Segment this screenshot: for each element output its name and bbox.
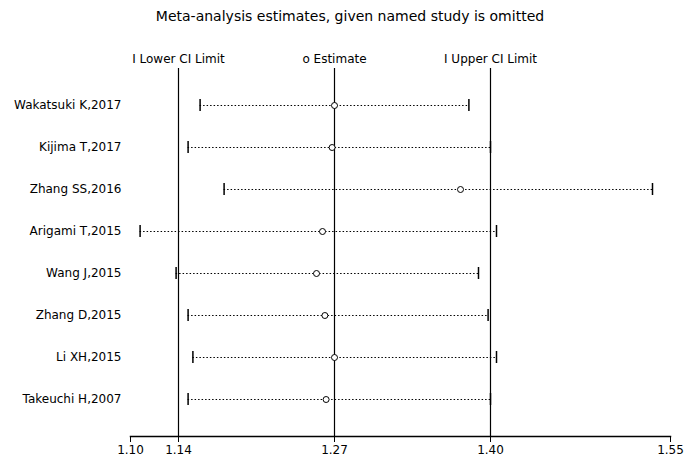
- svg-text:I Lower CI Limit: I Lower CI Limit: [132, 52, 225, 66]
- svg-text:Zhang SS,2016: Zhang SS,2016: [30, 182, 122, 196]
- svg-text:Wakatsuki K,2017: Wakatsuki K,2017: [14, 98, 121, 112]
- svg-text:Zhang D,2015: Zhang D,2015: [36, 308, 122, 322]
- svg-text:Wang J,2015: Wang J,2015: [46, 266, 121, 280]
- svg-text:Kijima T,2017: Kijima T,2017: [39, 140, 121, 154]
- svg-text:1.14: 1.14: [165, 443, 192, 457]
- svg-text:o Estimate: o Estimate: [302, 52, 366, 66]
- svg-text:1.27: 1.27: [321, 443, 348, 457]
- svg-text:1.40: 1.40: [477, 443, 504, 457]
- svg-text:Arigami T,2015: Arigami T,2015: [30, 224, 122, 238]
- svg-text:Takeuchi H,2007: Takeuchi H,2007: [22, 392, 122, 406]
- svg-text:I Upper CI Limit: I Upper CI Limit: [444, 52, 537, 66]
- svg-text:Li XH,2015: Li XH,2015: [56, 350, 121, 364]
- svg-text:1.55: 1.55: [657, 443, 684, 457]
- svg-text:1.10: 1.10: [117, 443, 144, 457]
- html-text:Meta-analysis estimates, given: Meta-analysis estimates, given named stu…: [155, 8, 545, 24]
